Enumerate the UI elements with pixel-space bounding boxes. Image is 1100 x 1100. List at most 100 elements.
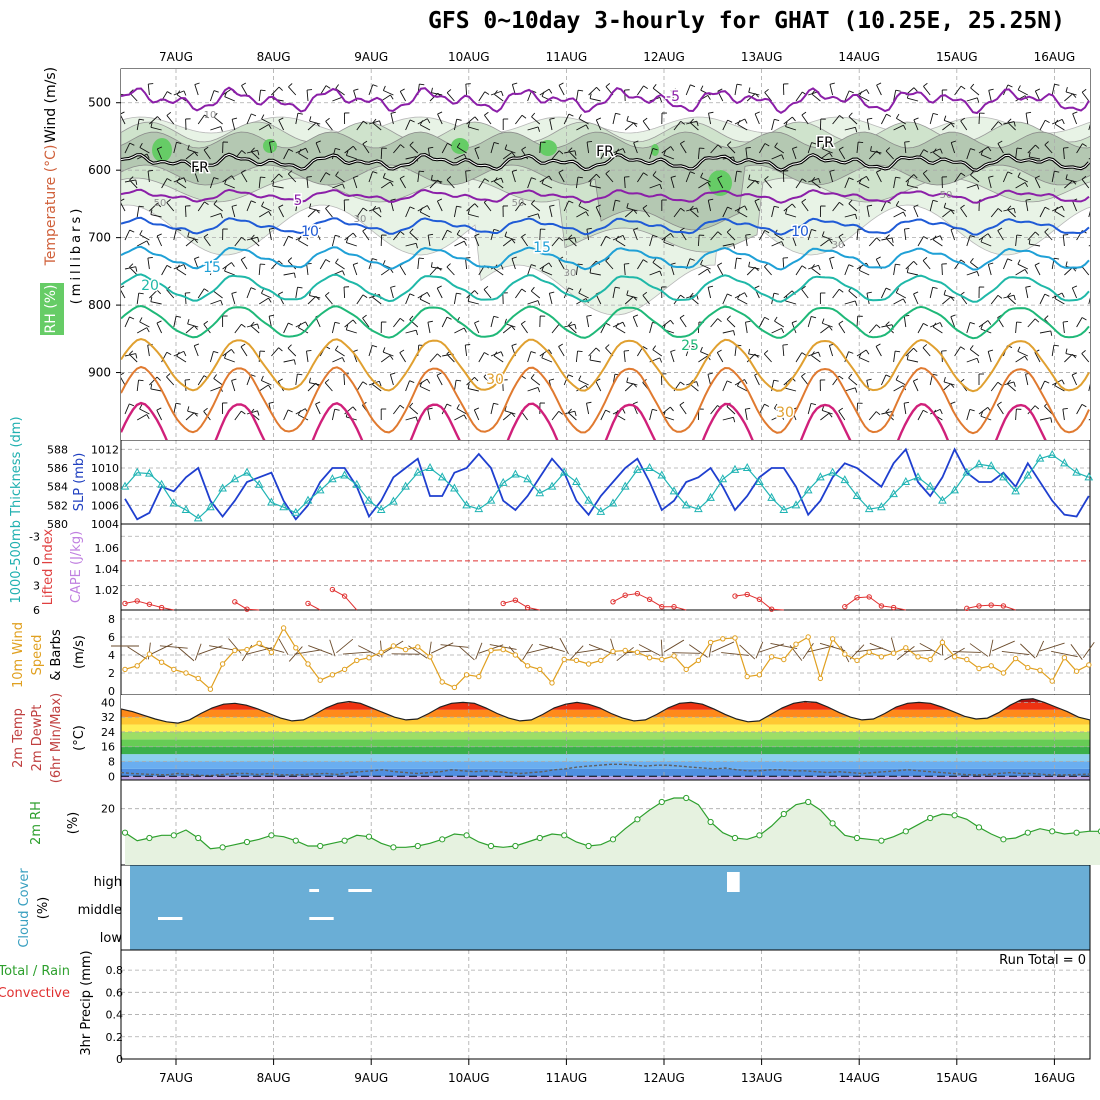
wind-barb	[478, 178, 486, 189]
wind-barb	[791, 407, 797, 411]
wind-barb	[493, 315, 499, 318]
temperature-line	[120, 698, 1091, 724]
wind-barb	[500, 351, 504, 357]
wind-barb	[670, 233, 674, 238]
wind-barb	[988, 349, 994, 352]
wind-barb	[976, 271, 980, 277]
thickness-marker	[254, 479, 264, 488]
wind-barb	[1003, 121, 1015, 125]
wind-barb	[166, 178, 172, 182]
wind-barb	[1024, 269, 1028, 274]
wind-barb	[943, 377, 946, 383]
wind-barb	[960, 204, 965, 209]
wind-barb	[362, 381, 368, 385]
wind-barb	[811, 355, 821, 363]
wind-barb	[419, 298, 431, 305]
wind-speed-marker	[427, 654, 433, 660]
wind-barb	[490, 316, 495, 328]
wind-barb	[821, 318, 825, 324]
wind-speed-marker	[488, 647, 494, 654]
wind-barb	[1039, 293, 1046, 305]
wind-barb	[176, 177, 181, 183]
wind-speed-marker	[232, 647, 238, 654]
wind-speed-marker	[207, 686, 214, 692]
wind-barb	[147, 642, 151, 660]
wind-barb	[383, 90, 394, 96]
wind-barb	[393, 231, 401, 241]
wind-barb	[679, 143, 687, 154]
wind-barb	[903, 124, 907, 130]
wind-barb	[697, 234, 700, 247]
wind-barb	[904, 229, 907, 241]
wind-barb	[605, 344, 610, 349]
wind-barb	[791, 148, 797, 160]
wind-barb	[352, 406, 357, 411]
wind-barb	[876, 237, 881, 242]
wind-barb	[605, 148, 611, 153]
wind-barb	[419, 207, 423, 213]
slp-tick-label: 1012	[91, 443, 119, 456]
wind-barb	[531, 177, 537, 180]
wind-barb	[773, 403, 778, 409]
wind-barb	[685, 345, 691, 357]
thickness-marker	[498, 477, 508, 486]
wind-barb	[1092, 206, 1097, 207]
lifted-index-line	[503, 599, 540, 611]
wind-speed-marker	[781, 656, 787, 663]
wind-barb	[309, 116, 312, 122]
wind-barb	[295, 374, 298, 386]
day-label-top: 9AUG	[354, 50, 388, 64]
wind-barb	[588, 644, 613, 654]
wind-barb	[213, 177, 219, 180]
cloud-background	[130, 865, 1090, 950]
wind-barb	[1044, 144, 1053, 154]
wind-barb	[670, 351, 675, 363]
wind-barb	[446, 403, 452, 407]
wind-barb	[187, 323, 199, 328]
isotherm-label: 5	[294, 193, 303, 209]
wind-barb	[633, 227, 639, 231]
wind-barb	[929, 287, 934, 299]
isotherm-label: 30	[776, 405, 794, 421]
wind-barb	[368, 120, 380, 125]
wind-barb	[224, 96, 235, 102]
rh-marker	[390, 844, 397, 851]
wind-barb	[209, 177, 215, 189]
wind-barb	[530, 377, 541, 386]
wind-barb	[268, 384, 272, 390]
wind-barb	[727, 206, 733, 210]
wind-barb	[166, 264, 172, 269]
wind-barb	[1044, 231, 1053, 241]
wind-barb	[173, 229, 177, 241]
wind-barb	[1027, 144, 1036, 154]
wind-barb	[976, 184, 980, 190]
wind-barb	[672, 652, 701, 654]
wind-barb	[736, 170, 742, 173]
wind-barb	[679, 227, 685, 232]
wind-barb	[643, 172, 648, 176]
wind-barb	[808, 177, 819, 183]
wind-barb	[150, 296, 153, 302]
wind-barb	[733, 243, 736, 249]
wind-barb	[405, 329, 417, 334]
wind-barb	[124, 403, 130, 415]
wind-barb	[456, 379, 462, 382]
temperature-band	[121, 739, 1090, 747]
isotherm-line	[121, 188, 1090, 204]
wind-barb	[240, 346, 248, 357]
wind-barb	[287, 170, 293, 175]
wind-barb	[431, 87, 433, 93]
wind-barb	[913, 347, 918, 353]
wind-barb	[605, 409, 611, 413]
wind-barb	[595, 204, 601, 208]
thickness-marker	[376, 504, 386, 513]
rh-marker	[634, 816, 641, 823]
wind-barb	[906, 267, 909, 273]
wind-barb	[176, 351, 180, 357]
wind-barb	[1081, 403, 1087, 408]
wind-barb	[822, 409, 833, 415]
wind-barb	[240, 256, 246, 261]
wind-barb	[923, 322, 928, 327]
wind-barb	[896, 646, 915, 660]
wind-barb	[484, 111, 489, 116]
